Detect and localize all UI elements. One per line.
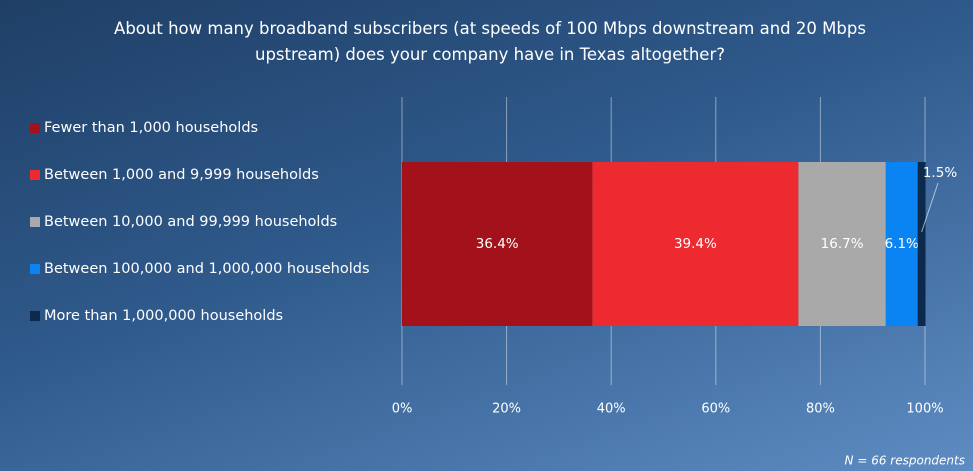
x-tick-label: 100%	[906, 402, 943, 417]
legend-swatch	[30, 311, 40, 321]
data-label: 39.4%	[674, 236, 717, 252]
data-label: 36.4%	[476, 236, 519, 252]
x-tick-label: 20%	[492, 402, 521, 417]
legend-swatch	[30, 170, 40, 180]
legend-label: Between 100,000 and 1,000,000 households	[44, 261, 370, 277]
bar-segment	[798, 162, 886, 326]
annotation: N = 66 respondents	[845, 454, 965, 468]
x-tick-label: 0%	[392, 402, 413, 417]
x-tick-label: 40%	[597, 402, 626, 417]
legend-swatch	[30, 264, 40, 274]
data-label: 6.1%	[885, 236, 919, 252]
legend-label: Between 1,000 and 9,999 households	[44, 167, 319, 183]
legend-label: Fewer than 1,000 households	[44, 120, 258, 136]
bar-segment	[917, 162, 926, 326]
legend-swatch	[30, 217, 40, 227]
legend-label: Between 10,000 and 99,999 households	[44, 214, 337, 230]
legend-label: More than 1,000,000 households	[44, 308, 283, 324]
bar-segment	[402, 162, 593, 326]
leader-line	[921, 182, 939, 233]
data-label: 1.5%	[923, 165, 957, 181]
chart-title: About how many broadband subscribers (at…	[114, 19, 866, 64]
legend-swatch	[30, 123, 40, 133]
x-tick-label: 60%	[701, 402, 730, 417]
bar-segment	[592, 162, 799, 326]
bar-segment	[885, 162, 918, 326]
data-label: 16.7%	[821, 236, 864, 252]
x-tick-label: 80%	[806, 402, 835, 417]
